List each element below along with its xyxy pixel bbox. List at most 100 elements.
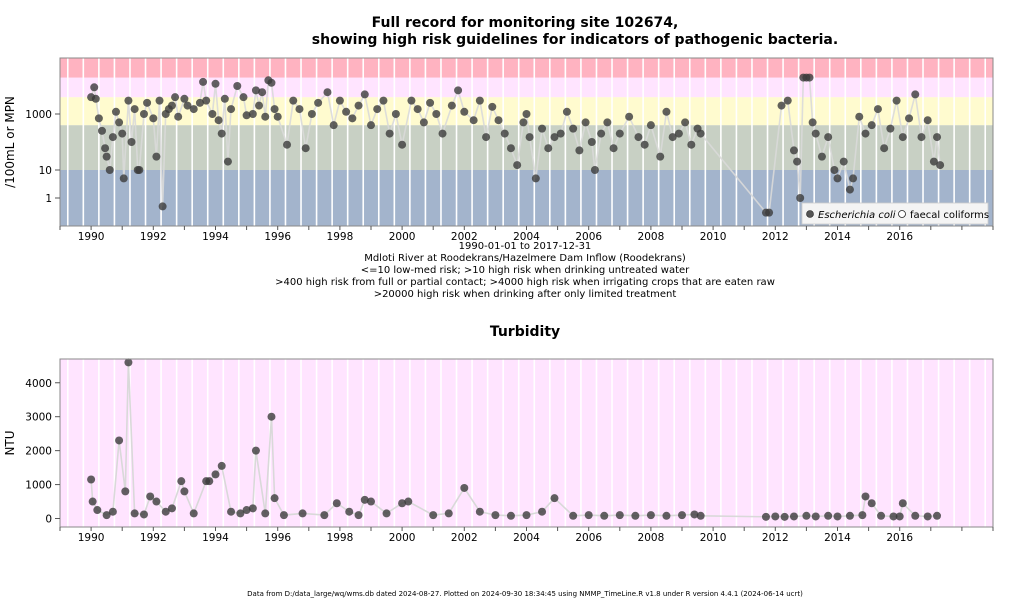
ecoli-point: [155, 96, 164, 105]
ecoli-point: [796, 194, 805, 202]
x-tick-label: 2006: [575, 231, 602, 243]
turbidity-point: [475, 507, 484, 516]
bacteria-plot-area: [59, 57, 994, 227]
ecoli-point: [929, 157, 938, 166]
ecoli-point: [861, 129, 870, 138]
turbidity-point: [152, 497, 161, 506]
ecoli-point: [90, 83, 99, 92]
turbidity-point: [404, 497, 413, 506]
turbidity-point: [189, 509, 198, 518]
turbidity-point: [600, 511, 609, 520]
ecoli-point: [880, 144, 889, 153]
x-tick-label: 2016: [886, 532, 913, 544]
turbidity-point: [789, 512, 798, 521]
y-tick-label: 1: [45, 193, 52, 205]
ecoli-point: [195, 98, 204, 107]
turbidity-point: [889, 512, 898, 521]
risk-band-4: [60, 58, 993, 78]
ecoli-point: [830, 166, 839, 174]
turbidity-point: [211, 470, 220, 479]
ecoli-point: [696, 129, 705, 138]
ecoli-point: [149, 114, 158, 123]
ecoli-point: [873, 105, 882, 114]
turbidity-point: [360, 495, 369, 504]
ecoli-point: [634, 133, 643, 142]
ecoli-point: [597, 129, 606, 138]
turbidity-point: [242, 506, 251, 515]
legend: Escherichia coli faecal coliforms: [801, 202, 989, 225]
ecoli-point: [314, 98, 323, 107]
turbidity-x-axis: 1990 1992 1994 1996 1998 2000 2002 2004 2006 2008…: [59, 526, 994, 544]
turbidity-point: [139, 510, 148, 519]
ecoli-point: [482, 133, 491, 142]
turbidity-point: [867, 499, 876, 508]
ecoli-point: [101, 144, 110, 153]
x-tick-label: 2016: [886, 231, 913, 243]
ecoli-point: [167, 101, 176, 110]
ecoli-point: [933, 133, 942, 142]
turbidity-point: [279, 511, 288, 520]
ecoli-point: [562, 107, 571, 116]
turbidity-point: [646, 511, 655, 520]
bacteria-points: [87, 73, 945, 217]
ecoli-point: [335, 96, 344, 105]
ecoli-point: [91, 94, 100, 103]
ecoli-point: [590, 166, 599, 174]
ecoli-point: [805, 73, 814, 82]
ecoli-point: [373, 105, 382, 114]
x-tick-label: 1990: [78, 532, 105, 544]
ecoli-point: [180, 94, 189, 103]
legend-ecoli-label: Escherichia coli: [818, 210, 896, 221]
legend-faecal-marker: [898, 210, 906, 218]
ecoli-point: [522, 110, 531, 118]
x-tick-label: 2004: [513, 231, 540, 243]
ecoli-point: [777, 101, 786, 110]
x-tick-label: 2012: [762, 532, 789, 544]
x-tick-label: 2000: [389, 231, 416, 243]
footer-note: Data from D:/data_large/wq/wms.db dated …: [247, 590, 803, 598]
turbidity-point: [115, 436, 124, 445]
ecoli-point: [500, 129, 509, 138]
ecoli-point: [783, 96, 792, 105]
turbidity-point: [845, 511, 854, 520]
ecoli-point: [849, 174, 858, 183]
ecoli-point: [911, 90, 920, 99]
ecoli-point: [261, 112, 270, 121]
ecoli-point: [898, 133, 907, 142]
x-tick-label: 2014: [824, 231, 851, 243]
ecoli-point: [833, 174, 842, 183]
ecoli-point: [438, 129, 447, 138]
ecoli-point: [662, 107, 671, 116]
x-tick-label: 2002: [451, 532, 478, 544]
y-tick-label: 0: [45, 514, 52, 526]
ecoli-point: [519, 118, 528, 127]
ecoli-point: [419, 118, 428, 127]
ecoli-point: [525, 133, 534, 142]
turbidity-point: [911, 511, 920, 520]
ecoli-point: [460, 107, 469, 116]
turbidity-point: [631, 511, 640, 520]
x-tick-label: 2002: [451, 231, 478, 243]
ecoli-point: [765, 208, 774, 217]
ecoli-point: [108, 133, 117, 142]
turbidity-point: [491, 511, 500, 520]
ecoli-point: [143, 98, 152, 107]
ecoli-point: [102, 152, 111, 161]
x-tick-label: 2012: [762, 231, 789, 243]
legend-faecal-label: faecal coliforms: [910, 210, 989, 221]
ecoli-point: [609, 144, 618, 153]
turbidity-points: [87, 358, 942, 521]
bacteria-x-axis: 1990 1992 1994 1996 1998 2000 2002 2004 2006 2008…: [59, 225, 994, 243]
ecoli-point: [556, 129, 565, 138]
ecoli-point: [239, 93, 248, 102]
ecoli-point: [208, 110, 217, 118]
x-tick-label: 2008: [638, 231, 665, 243]
ecoli-point: [342, 107, 351, 116]
turbidity-point: [124, 358, 133, 367]
ecoli-point: [267, 78, 276, 87]
ecoli-point: [488, 102, 497, 111]
site-name: Mdloti River at Roodekrans/Hazelmere Dam…: [364, 253, 686, 264]
ecoli-point: [905, 114, 914, 123]
x-tick-label: 1994: [202, 532, 229, 544]
turbidity-point: [248, 504, 257, 513]
